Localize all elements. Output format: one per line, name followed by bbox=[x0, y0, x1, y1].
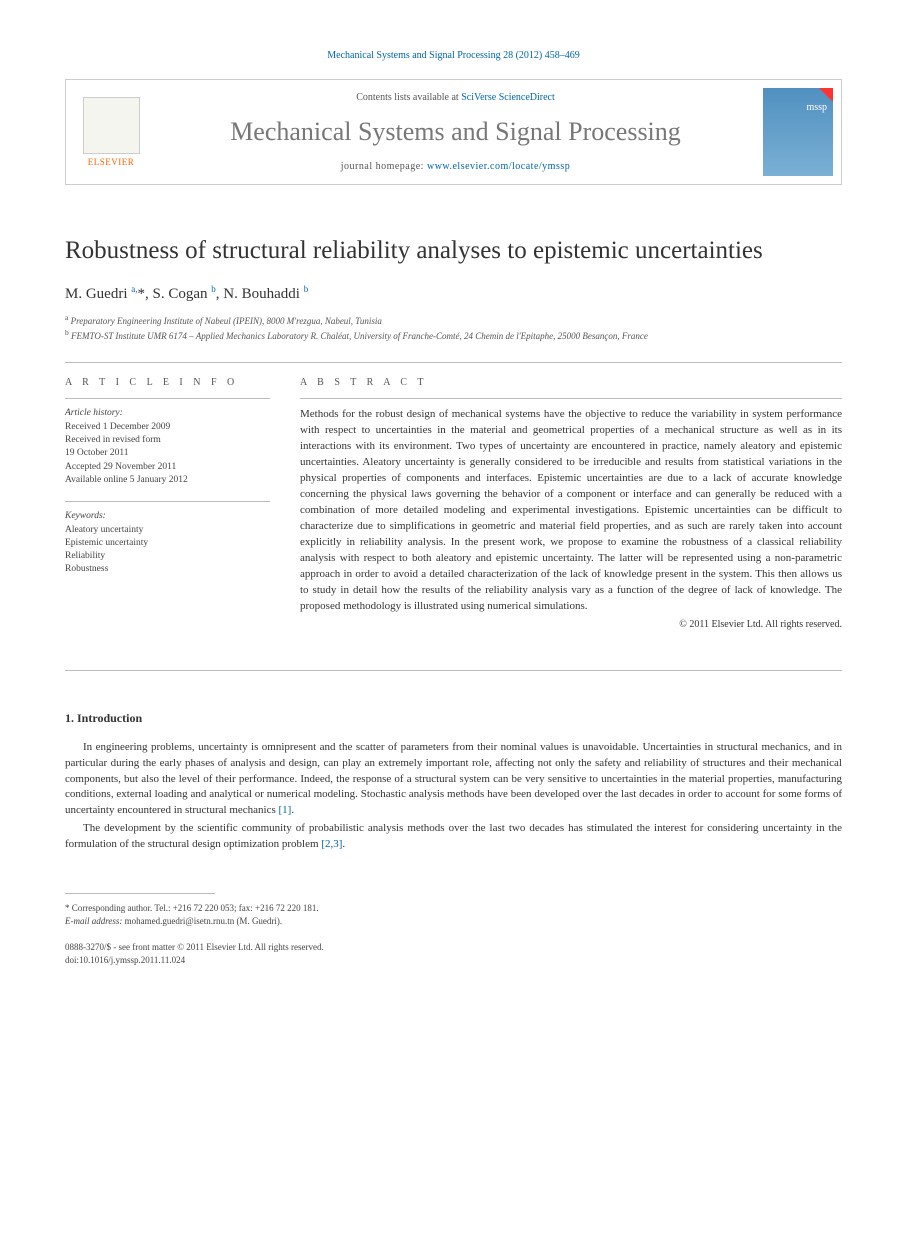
ref-link-2-3[interactable]: [2,3] bbox=[321, 838, 342, 850]
sciencedirect-link[interactable]: SciVerse ScienceDirect bbox=[461, 92, 555, 103]
journal-cover-thumb: mssp bbox=[763, 88, 833, 176]
footnote-divider bbox=[65, 893, 215, 894]
keywords-label: Keywords: bbox=[65, 510, 270, 523]
keyword: Reliability bbox=[65, 550, 270, 563]
para2-end: . bbox=[342, 838, 345, 850]
homepage-prefix: journal homepage: bbox=[341, 161, 427, 172]
doi-block: 0888-3270/$ - see front matter © 2011 El… bbox=[65, 941, 842, 966]
corresponding-author: * Corresponding author. Tel.: +216 72 22… bbox=[65, 902, 842, 927]
keyword: Epistemic uncertainty bbox=[65, 537, 270, 550]
abstract-text: Methods for the robust design of mechani… bbox=[300, 398, 842, 614]
paragraph-1: In engineering problems, uncertainty is … bbox=[65, 740, 842, 820]
keyword: Aleatory uncertainty bbox=[65, 524, 270, 537]
homepage-link[interactable]: www.elsevier.com/locate/ymssp bbox=[427, 161, 570, 172]
cover-label: mssp bbox=[806, 102, 827, 113]
elsevier-tree-icon bbox=[83, 97, 140, 154]
history-line: Received 1 December 2009 bbox=[65, 421, 270, 434]
para2-text: The development by the scientific commun… bbox=[65, 822, 842, 850]
publisher-name: ELSEVIER bbox=[88, 157, 135, 167]
article-info-heading: A R T I C L E I N F O bbox=[65, 377, 270, 388]
article-history: Article history: Received 1 December 200… bbox=[65, 398, 270, 487]
doi-line: doi:10.1016/j.ymssp.2011.11.024 bbox=[65, 954, 842, 967]
contents-available: Contents lists available at SciVerse Sci… bbox=[166, 92, 745, 103]
section-1-heading: 1. Introduction bbox=[65, 711, 842, 726]
abstract-copyright: © 2011 Elsevier Ltd. All rights reserved… bbox=[300, 619, 842, 630]
journal-title: Mechanical Systems and Signal Processing bbox=[166, 117, 745, 147]
corr-author-line: * Corresponding author. Tel.: +216 72 22… bbox=[65, 902, 842, 915]
contents-prefix: Contents lists available at bbox=[356, 92, 461, 103]
article-title: Robustness of structural reliability ana… bbox=[65, 235, 842, 266]
history-label: Article history: bbox=[65, 407, 270, 420]
journal-homepage: journal homepage: www.elsevier.com/locat… bbox=[166, 161, 745, 172]
para1-end: . bbox=[291, 804, 294, 816]
front-matter-line: 0888-3270/$ - see front matter © 2011 El… bbox=[65, 941, 842, 954]
authors: M. Guedri a,*, S. Cogan b, N. Bouhaddi b bbox=[65, 284, 842, 303]
divider bbox=[65, 362, 842, 363]
divider bbox=[65, 670, 842, 671]
ref-link-1[interactable]: [1] bbox=[279, 804, 292, 816]
body-text: In engineering problems, uncertainty is … bbox=[65, 740, 842, 854]
publisher-logo: ELSEVIER bbox=[66, 80, 156, 184]
email-label: E-mail address: bbox=[65, 916, 122, 926]
citation-line: Mechanical Systems and Signal Processing… bbox=[65, 50, 842, 61]
keywords-block: Keywords: Aleatory uncertaintyEpistemic … bbox=[65, 501, 270, 576]
journal-header: ELSEVIER Contents lists available at Sci… bbox=[65, 79, 842, 185]
history-line: Accepted 29 November 2011 bbox=[65, 461, 270, 474]
history-line: Received in revised form bbox=[65, 434, 270, 447]
history-line: 19 October 2011 bbox=[65, 447, 270, 460]
keyword: Robustness bbox=[65, 563, 270, 576]
corr-email: mohamed.guedri@isetn.rnu.tn (M. Guedri). bbox=[122, 916, 282, 926]
affiliations: a Preparatory Engineering Institute of N… bbox=[65, 313, 842, 342]
history-line: Available online 5 January 2012 bbox=[65, 474, 270, 487]
abstract-heading: A B S T R A C T bbox=[300, 377, 842, 388]
paragraph-2: The development by the scientific commun… bbox=[65, 821, 842, 853]
para1-text: In engineering problems, uncertainty is … bbox=[65, 741, 842, 817]
